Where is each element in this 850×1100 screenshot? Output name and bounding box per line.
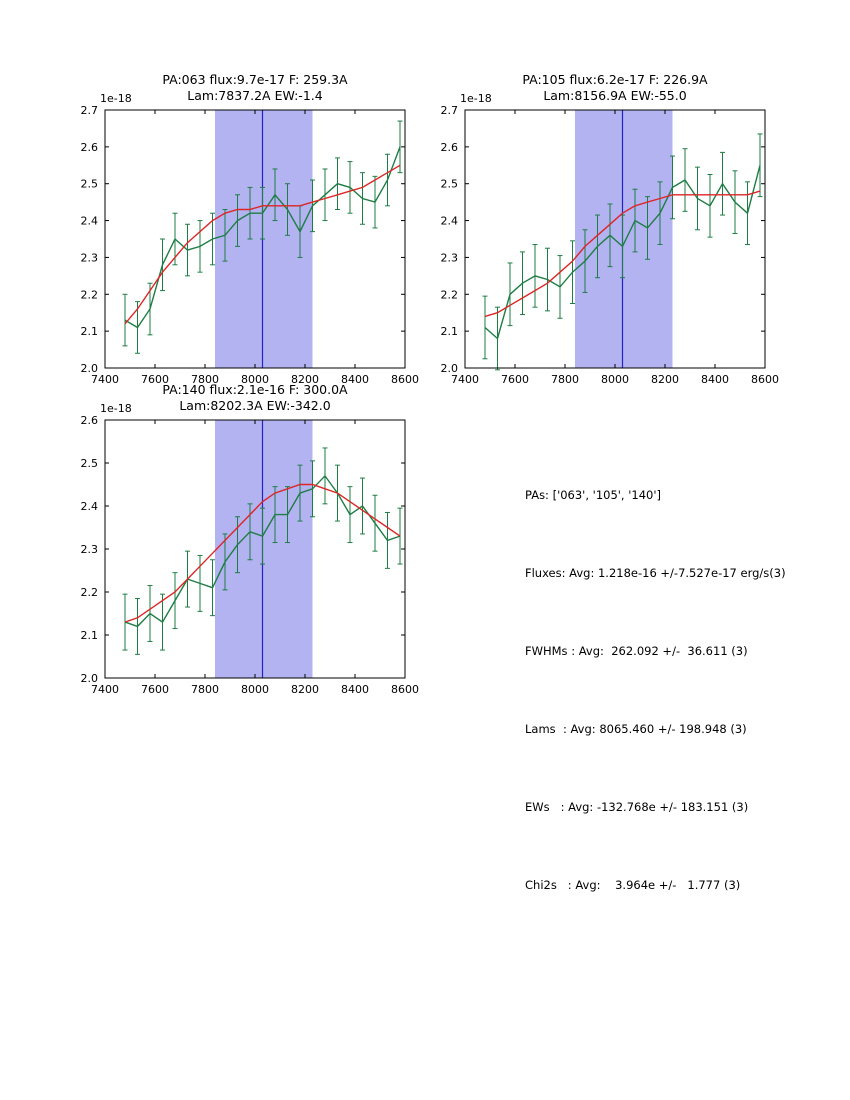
stats-line-lams: Lams : Avg: 8065.460 +/- 198.948 (3): [525, 722, 747, 736]
svg-text:8200: 8200: [291, 683, 319, 696]
chart-title-line1: PA:140 flux:2.1e-16 F: 300.0A: [162, 382, 348, 397]
y-axis-offset-label: 1e-18: [100, 402, 132, 415]
axis-ticks: [464, 109, 766, 369]
svg-text:2.3: 2.3: [81, 251, 99, 264]
svg-text:8000: 8000: [241, 373, 269, 386]
svg-text:2.0: 2.0: [81, 672, 99, 685]
stats-line-pas: PAs: ['063', '105', '140']: [525, 488, 662, 502]
svg-text:2.6: 2.6: [81, 414, 99, 427]
chart-title-line2: Lam:8156.9A EW:-55.0: [543, 88, 686, 103]
stats-line-ews: EWs : Avg: -132.768e +/- 183.151 (3): [525, 800, 749, 814]
svg-text:2.6: 2.6: [441, 141, 459, 154]
svg-text:2.5: 2.5: [81, 457, 99, 470]
stats-line-chi2s: Chi2s : Avg: 3.964e +/- 1.777 (3): [525, 878, 741, 892]
highlight-band: [215, 420, 313, 678]
axis-tick-labels: 7400 7600 7800 8000 8200 8400 8600 2.0 2.1 2.2 2.3…: [81, 414, 420, 696]
svg-text:8600: 8600: [751, 373, 779, 386]
chart-title-line1: PA:063 flux:9.7e-17 F: 259.3A: [162, 72, 348, 87]
svg-text:8400: 8400: [341, 683, 369, 696]
axis-ticks: [104, 109, 406, 369]
svg-text:2.2: 2.2: [81, 288, 99, 301]
svg-text:2.7: 2.7: [81, 104, 99, 117]
axis-ticks: [104, 419, 406, 679]
svg-text:2.4: 2.4: [81, 500, 99, 513]
svg-text:2.7: 2.7: [441, 104, 459, 117]
stats-line-fwhms: FWHMs : Avg: 262.092 +/- 36.611 (3): [525, 644, 748, 658]
svg-text:2.1: 2.1: [81, 629, 99, 642]
chart-title-line2: Lam:8202.3A EW:-342.0: [179, 398, 330, 413]
svg-text:8400: 8400: [341, 373, 369, 386]
model-fit-line: [124, 164, 401, 325]
chart-pa140: 7400 7600 7800 8000 8200 8400 8600 2.0 2.1 2.2 2.3…: [81, 382, 420, 696]
spectrum-data-line: [124, 474, 401, 628]
stats-line-fluxes: Fluxes: Avg: 1.218e-16 +/-7.527e-17 erg/…: [525, 566, 786, 580]
svg-text:8200: 8200: [651, 373, 679, 386]
spectrum-data-line: [484, 165, 761, 340]
svg-text:7800: 7800: [191, 373, 219, 386]
svg-text:2.4: 2.4: [81, 215, 99, 228]
svg-text:8600: 8600: [391, 683, 419, 696]
svg-text:7600: 7600: [501, 373, 529, 386]
svg-text:8200: 8200: [291, 373, 319, 386]
y-axis-offset-label: 1e-18: [460, 92, 492, 105]
svg-text:7800: 7800: [191, 683, 219, 696]
svg-text:2.0: 2.0: [81, 362, 99, 375]
svg-text:8000: 8000: [601, 373, 629, 386]
svg-text:2.1: 2.1: [81, 325, 99, 338]
svg-text:2.0: 2.0: [441, 362, 459, 375]
svg-text:8400: 8400: [701, 373, 729, 386]
svg-text:2.5: 2.5: [81, 178, 99, 191]
svg-text:2.6: 2.6: [81, 141, 99, 154]
model-fit-line: [484, 190, 761, 318]
spectrum-data-line: [124, 146, 401, 329]
svg-text:2.3: 2.3: [441, 251, 459, 264]
svg-text:7400: 7400: [451, 373, 479, 386]
chart-pa063: 7400 7600 7800 8000 8200 8400 8600 2.0 2.1 2.2 2.3…: [81, 72, 420, 386]
chart-pa105: 7400 7600 7800 8000 8200 8400 8600 2.0 2.1 2.2 2.3…: [441, 72, 780, 386]
axis-tick-labels: 7400 7600 7800 8000 8200 8400 8600 2.0 2.1 2.2 2.3…: [81, 104, 420, 386]
model-fit-line: [124, 483, 401, 623]
chart-title-line2: Lam:7837.2A EW:-1.4: [187, 88, 322, 103]
svg-text:7600: 7600: [141, 373, 169, 386]
svg-text:8600: 8600: [391, 373, 419, 386]
y-axis-offset-label: 1e-18: [100, 92, 132, 105]
highlight-band: [575, 110, 673, 368]
axis-tick-labels: 7400 7600 7800 8000 8200 8400 8600 2.0 2.1 2.2 2.3…: [441, 104, 780, 386]
svg-text:7600: 7600: [141, 683, 169, 696]
svg-text:2.5: 2.5: [441, 178, 459, 191]
svg-text:7800: 7800: [551, 373, 579, 386]
svg-text:7400: 7400: [91, 683, 119, 696]
svg-text:2.3: 2.3: [81, 543, 99, 556]
svg-text:2.2: 2.2: [441, 288, 459, 301]
svg-text:8000: 8000: [241, 683, 269, 696]
svg-text:2.1: 2.1: [441, 325, 459, 338]
stats-block: PAs: ['063', '105', '140'] Fluxes: Avg: …: [525, 430, 786, 950]
chart-title-line1: PA:105 flux:6.2e-17 F: 226.9A: [522, 72, 708, 87]
svg-text:2.2: 2.2: [81, 586, 99, 599]
svg-text:2.4: 2.4: [441, 215, 459, 228]
svg-text:7400: 7400: [91, 373, 119, 386]
